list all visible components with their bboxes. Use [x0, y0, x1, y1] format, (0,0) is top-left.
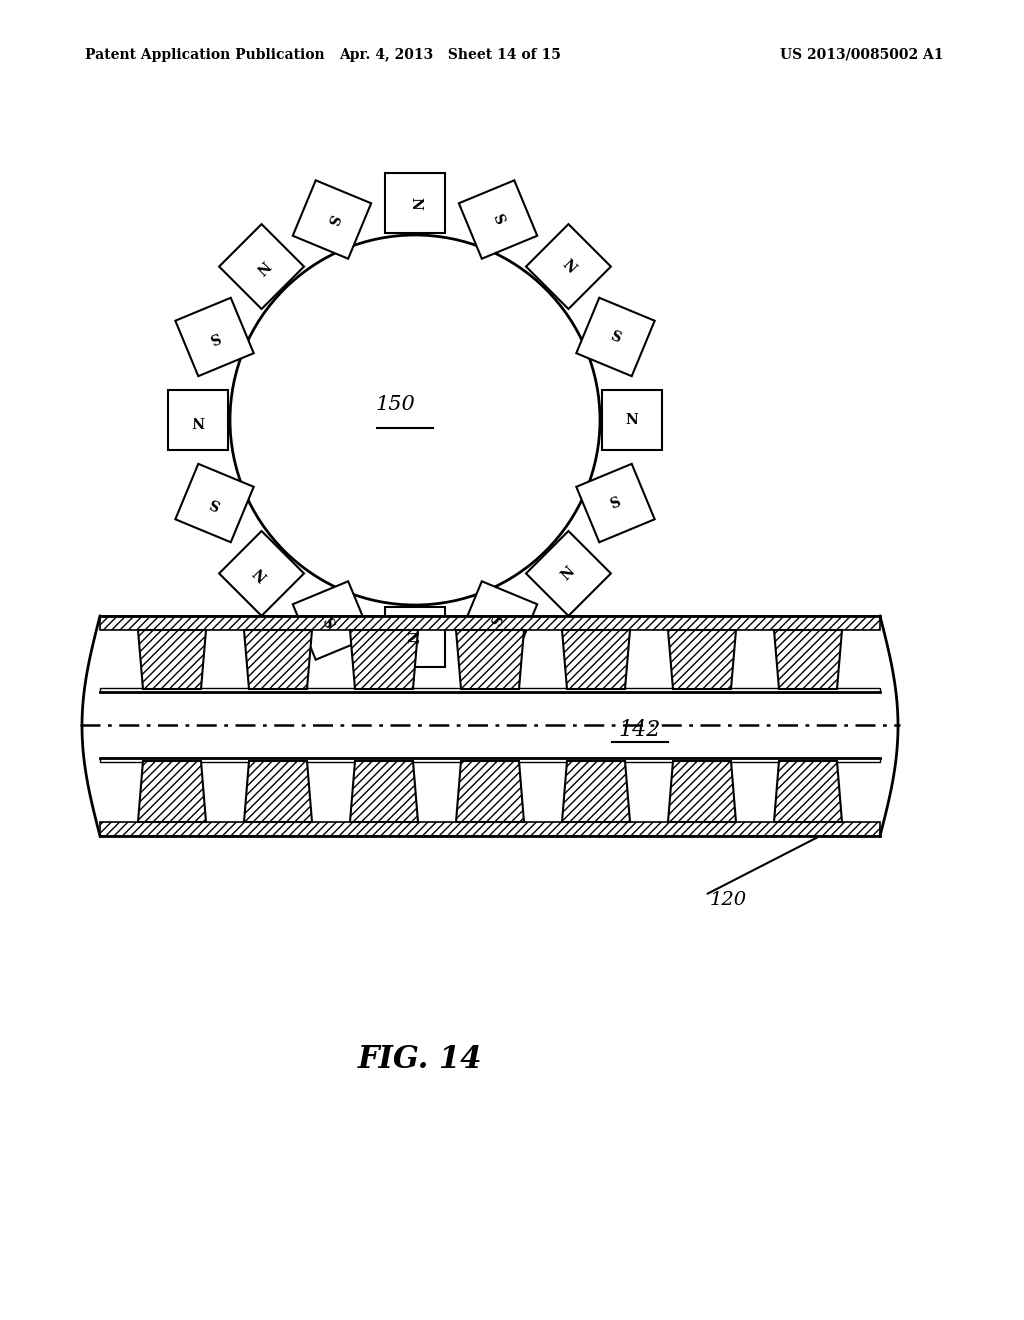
- Polygon shape: [168, 389, 228, 450]
- Polygon shape: [138, 762, 206, 822]
- Polygon shape: [456, 630, 524, 689]
- Text: Patent Application Publication: Patent Application Publication: [85, 48, 325, 62]
- Polygon shape: [774, 630, 842, 689]
- Text: 142: 142: [618, 719, 662, 741]
- Polygon shape: [175, 298, 254, 376]
- Text: S: S: [608, 329, 623, 346]
- Text: N: N: [252, 257, 271, 276]
- Polygon shape: [385, 607, 445, 667]
- Text: FIG. 14: FIG. 14: [357, 1044, 482, 1076]
- Polygon shape: [774, 762, 842, 822]
- Text: S: S: [489, 614, 507, 628]
- Text: N: N: [559, 257, 578, 276]
- Polygon shape: [350, 630, 418, 689]
- Polygon shape: [219, 224, 304, 309]
- Text: S: S: [489, 213, 507, 227]
- Polygon shape: [293, 181, 371, 259]
- Polygon shape: [175, 463, 254, 543]
- Text: N: N: [626, 413, 638, 426]
- Polygon shape: [350, 762, 418, 822]
- Text: N: N: [559, 564, 578, 583]
- Text: Apr. 4, 2013   Sheet 14 of 15: Apr. 4, 2013 Sheet 14 of 15: [339, 48, 561, 62]
- Text: N: N: [191, 413, 205, 426]
- Polygon shape: [385, 173, 445, 234]
- Bar: [100, 758, 880, 762]
- Text: 120: 120: [710, 891, 748, 909]
- Polygon shape: [526, 224, 611, 309]
- Text: S: S: [207, 495, 222, 511]
- Polygon shape: [244, 762, 312, 822]
- Polygon shape: [459, 581, 538, 660]
- Polygon shape: [138, 630, 206, 689]
- Text: S: S: [324, 213, 340, 227]
- Polygon shape: [219, 531, 304, 616]
- Text: US 2013/0085002 A1: US 2013/0085002 A1: [780, 48, 943, 62]
- Text: S: S: [608, 495, 623, 511]
- Text: 150: 150: [375, 396, 415, 414]
- Polygon shape: [244, 630, 312, 689]
- Polygon shape: [562, 630, 630, 689]
- Polygon shape: [668, 762, 736, 822]
- Bar: [100, 822, 880, 836]
- Polygon shape: [293, 581, 371, 660]
- Text: N: N: [408, 197, 422, 210]
- Bar: [100, 616, 880, 630]
- Text: N: N: [408, 631, 422, 643]
- Text: N: N: [252, 564, 271, 583]
- Polygon shape: [459, 181, 538, 259]
- Polygon shape: [577, 298, 654, 376]
- Polygon shape: [526, 531, 611, 616]
- Bar: [100, 688, 880, 692]
- Polygon shape: [562, 762, 630, 822]
- Polygon shape: [668, 630, 736, 689]
- Polygon shape: [577, 463, 654, 543]
- Polygon shape: [602, 389, 662, 450]
- Text: S: S: [207, 329, 222, 346]
- Text: S: S: [324, 614, 340, 628]
- Polygon shape: [456, 762, 524, 822]
